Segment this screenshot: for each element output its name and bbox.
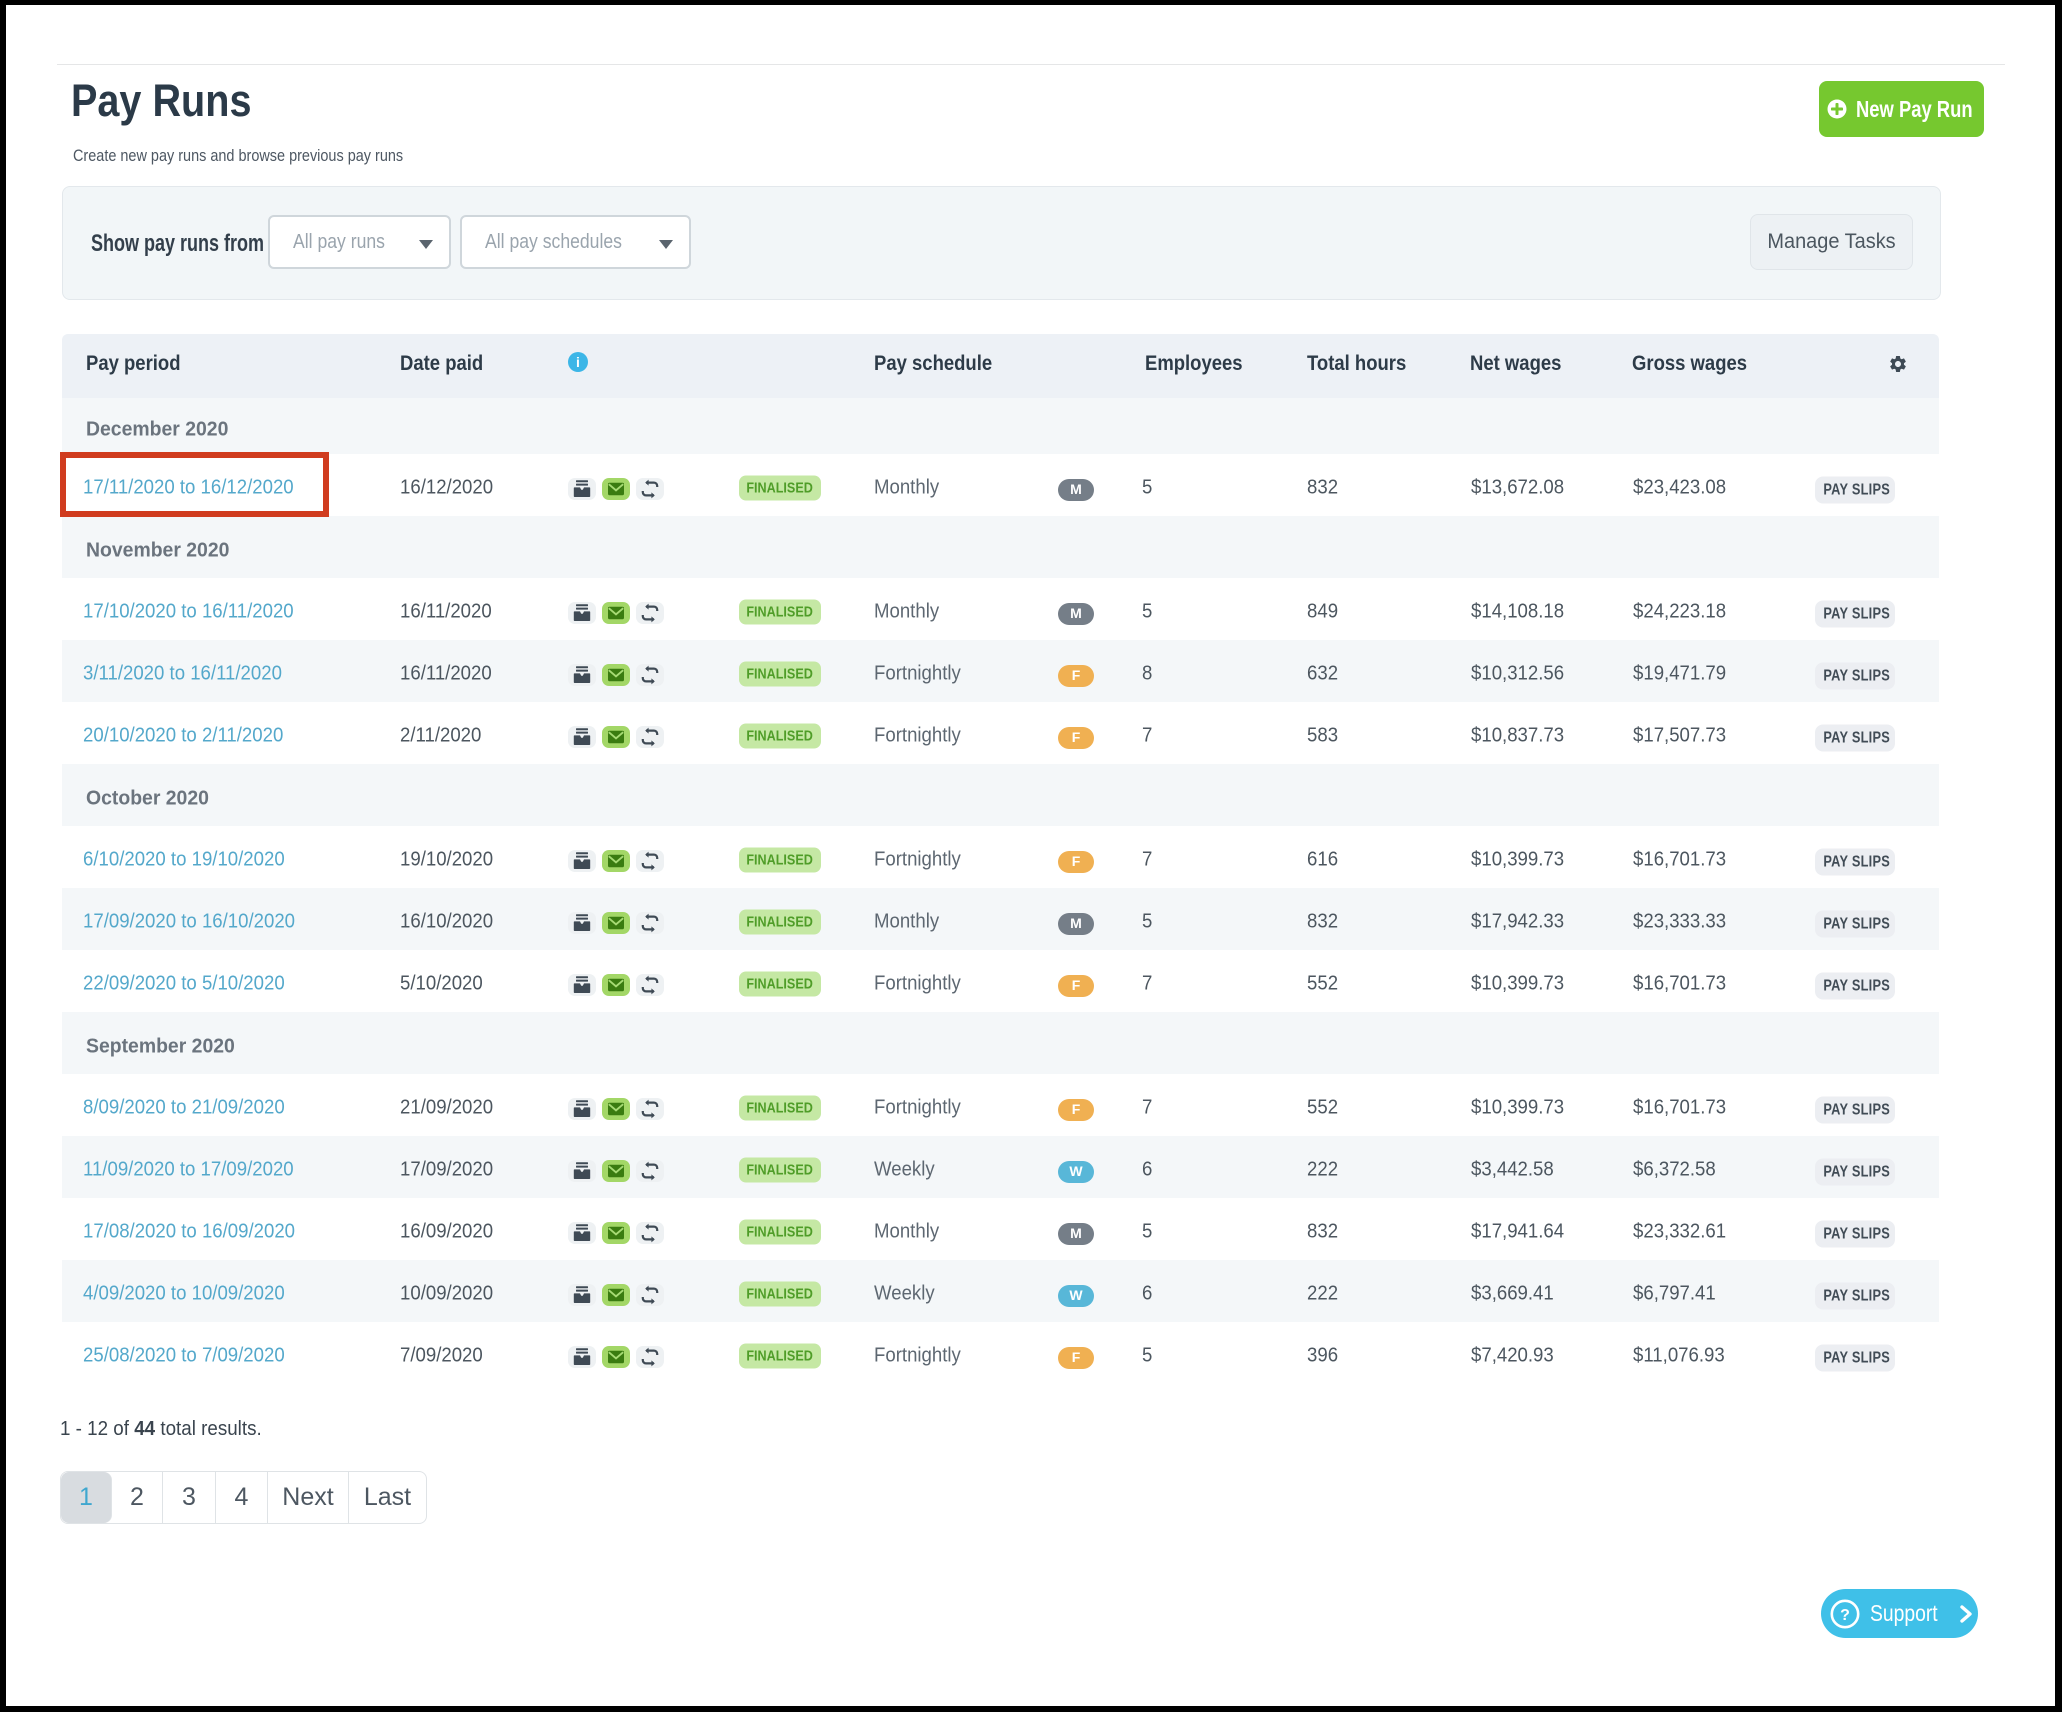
svg-text:?: ? [1840,1607,1850,1624]
